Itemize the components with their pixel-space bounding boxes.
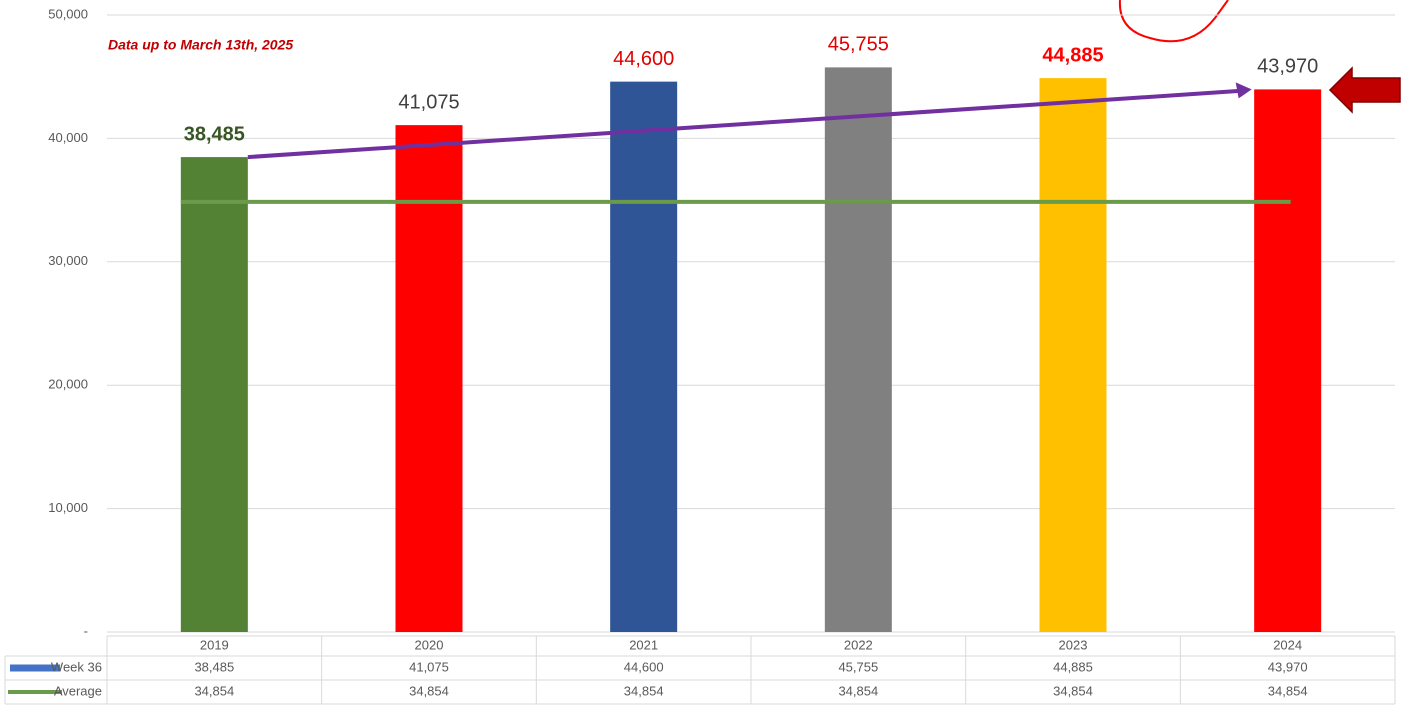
trend-arrow — [247, 88, 1240, 160]
table-value: 45,755 — [838, 659, 878, 674]
table-value: 34,854 — [624, 683, 664, 698]
y-tick-label: 40,000 — [48, 130, 88, 145]
bar — [610, 81, 678, 633]
table-value: 34,854 — [194, 683, 234, 698]
bar — [824, 67, 892, 632]
table-value: 34,854 — [409, 683, 449, 698]
table-value: 41,075 — [409, 659, 449, 674]
data-label: 43,970 — [1257, 56, 1318, 78]
data-label: 44,600 — [613, 48, 674, 70]
y-tick-label: - — [84, 623, 88, 638]
x-tick-label: 2022 — [844, 637, 873, 652]
y-tick-label: 50,000 — [48, 6, 88, 21]
bar — [1039, 78, 1107, 633]
data-label: 41,075 — [398, 91, 459, 113]
annotation: Data up to March 13th, 2025 — [108, 37, 293, 53]
table-value: 44,885 — [1053, 659, 1093, 674]
x-tick-label: 2024 — [1273, 637, 1302, 652]
table-value: 44,600 — [624, 659, 664, 674]
y-tick-label: 30,000 — [48, 253, 88, 268]
table-value: 34,854 — [1268, 683, 1308, 698]
legend-label: Week 36 — [51, 659, 102, 674]
table-value: 34,854 — [1053, 683, 1093, 698]
icon — [1118, 0, 1229, 43]
data-label: 38,485 — [184, 123, 245, 145]
data-label: 44,885 — [1042, 44, 1103, 66]
data-label: 45,755 — [828, 34, 889, 56]
x-tick-label: 2021 — [629, 637, 658, 652]
bar — [395, 125, 463, 633]
y-tick-label: 10,000 — [48, 500, 88, 515]
bar — [180, 157, 248, 632]
x-tick-label: 2020 — [415, 637, 444, 652]
table-value: 43,970 — [1268, 659, 1308, 674]
x-tick-label: 2023 — [1059, 637, 1088, 652]
table-value: 38,485 — [194, 659, 234, 674]
legend-label: Average — [54, 683, 102, 698]
pointer-arrow — [1328, 66, 1401, 114]
bar — [1254, 89, 1322, 632]
table-value: 34,854 — [838, 683, 878, 698]
x-tick-label: 2019 — [200, 637, 229, 652]
y-tick-label: 20,000 — [48, 377, 88, 392]
trend-arrowhead — [1235, 82, 1252, 99]
legend-key — [10, 664, 60, 672]
